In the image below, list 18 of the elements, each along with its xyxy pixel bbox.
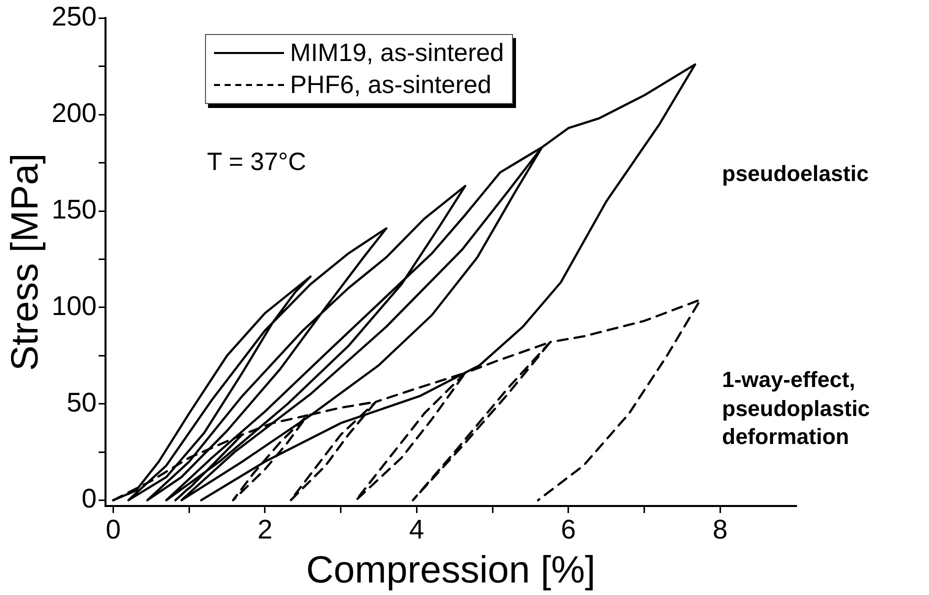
y-tick-label: 200 bbox=[52, 98, 97, 128]
y-tick-label: 150 bbox=[52, 194, 97, 224]
x-tick-label: 4 bbox=[409, 514, 424, 545]
y-axis-title: Stress [MPa] bbox=[4, 153, 46, 371]
x-tick-label: 2 bbox=[257, 514, 272, 545]
x-tick-label: 6 bbox=[560, 514, 576, 545]
y-tick-label: 50 bbox=[66, 387, 97, 418]
legend-label: MIM19, as-sintered bbox=[290, 38, 504, 68]
y-tick-label: 250 bbox=[52, 2, 97, 32]
legend-label: PHF6, as-sintered bbox=[290, 70, 492, 100]
annotation: T = 37°C bbox=[207, 147, 306, 178]
annotation: 1-way-effect, pseudoplastic deformation bbox=[722, 366, 870, 452]
x-tick-label: 0 bbox=[106, 514, 121, 545]
y-tick-label: 100 bbox=[52, 290, 97, 321]
y-tick-label: 0 bbox=[82, 484, 97, 514]
x-tick-label: 8 bbox=[712, 514, 728, 545]
x-axis-title: Compression [%] bbox=[306, 550, 596, 592]
annotation: pseudoelastic bbox=[722, 160, 869, 188]
